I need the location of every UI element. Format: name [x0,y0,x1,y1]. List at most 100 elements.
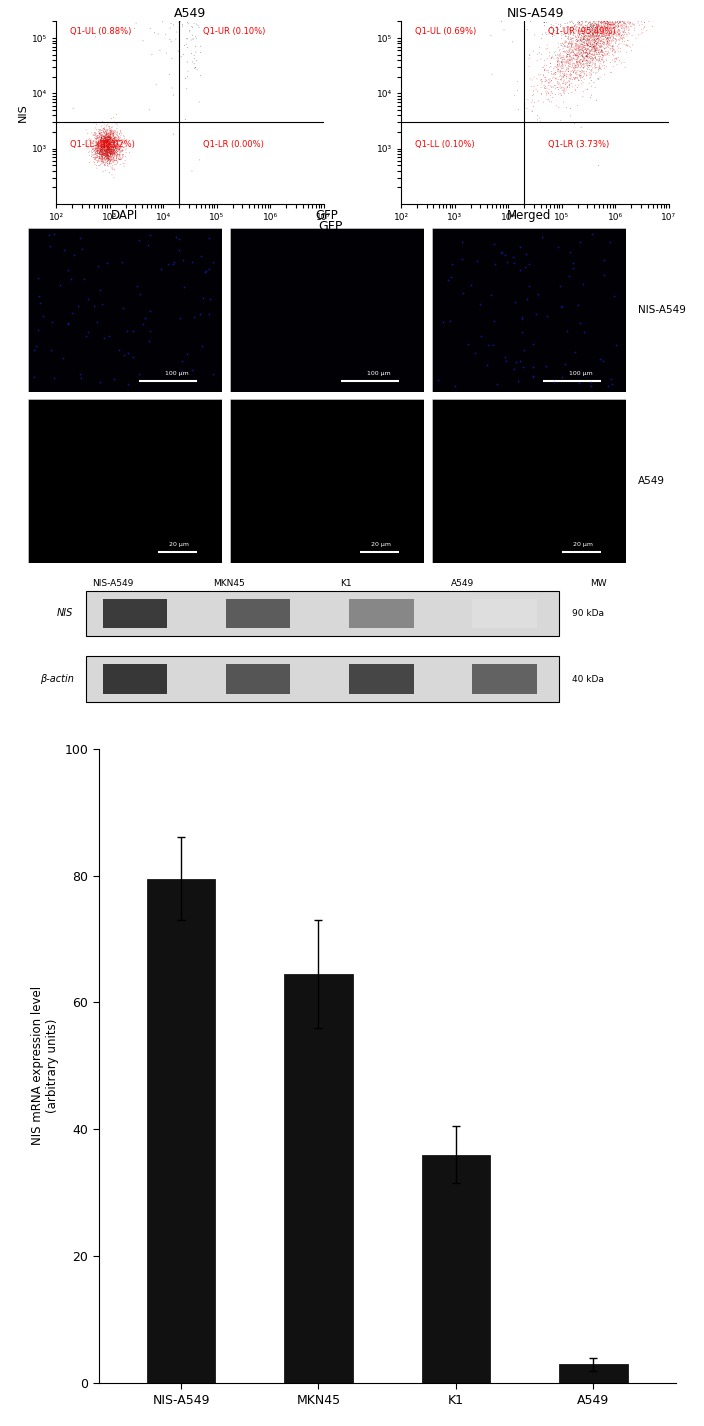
Point [103,125,115,148]
Point [560,24,571,47]
Point [653,0,664,13]
Text: NIS: NIS [57,609,73,619]
Point [576,48,587,71]
Point [96,137,107,160]
Point [203,257,214,279]
Point [611,20,622,43]
Point [570,20,582,43]
Point [615,14,627,37]
Point [620,0,631,16]
Point [104,124,115,147]
Point [608,17,619,40]
Point [104,117,115,140]
Point [104,120,115,143]
Point [96,134,107,157]
Point [101,138,112,161]
Point [97,140,108,163]
Point [101,130,113,153]
Point [624,0,635,23]
Point [106,157,118,180]
Point [96,130,107,153]
Point [539,66,551,88]
Point [103,133,114,155]
Point [619,17,630,40]
Point [616,51,627,74]
Point [570,54,582,77]
Point [620,13,631,36]
Point [107,143,118,165]
Point [598,6,609,29]
Point [94,135,106,158]
Point [104,135,115,158]
Point [568,27,579,50]
Point [105,125,116,148]
Point [604,27,615,50]
Point [601,0,612,3]
Point [589,39,601,61]
Point [593,48,605,71]
Point [584,39,595,61]
Point [101,121,113,144]
Point [578,23,589,46]
Point [569,36,580,58]
Point [545,53,556,76]
Point [106,133,118,155]
Point [182,60,194,83]
Point [593,26,604,48]
Point [589,23,600,46]
Point [125,21,136,44]
Point [97,150,108,173]
Point [579,17,591,40]
Point [99,131,110,154]
Point [581,20,592,43]
Point [586,20,597,43]
Point [110,141,121,164]
Point [593,17,604,40]
Point [568,51,579,74]
Point [570,31,581,54]
Point [99,127,110,150]
Point [95,130,106,153]
Point [99,140,111,163]
Point [565,34,577,57]
Point [620,0,631,4]
Point [640,3,651,26]
Point [115,144,126,167]
Point [99,131,111,154]
Point [596,39,607,61]
Point [115,137,126,160]
Point [98,131,109,154]
Point [574,57,586,80]
Point [586,47,597,70]
Point [113,134,124,157]
Point [569,54,580,77]
Point [591,39,602,61]
Point [103,154,115,177]
Point [596,0,608,16]
Point [165,30,177,53]
Point [109,148,120,171]
Point [581,63,592,86]
Point [603,0,615,9]
Point [589,50,601,73]
Point [103,147,115,170]
Point [580,24,591,47]
Point [96,127,108,150]
Point [593,37,605,60]
Point [622,0,633,7]
Point [122,372,134,395]
Point [92,133,103,155]
Point [546,70,557,93]
Point [97,145,108,168]
Point [584,50,596,73]
Point [96,147,108,170]
Point [567,61,579,84]
Point [93,133,104,155]
Point [115,118,126,141]
Point [589,36,601,58]
Point [593,34,605,57]
Point [568,23,579,46]
Point [612,1,623,24]
Point [594,19,605,41]
Point [572,20,583,43]
